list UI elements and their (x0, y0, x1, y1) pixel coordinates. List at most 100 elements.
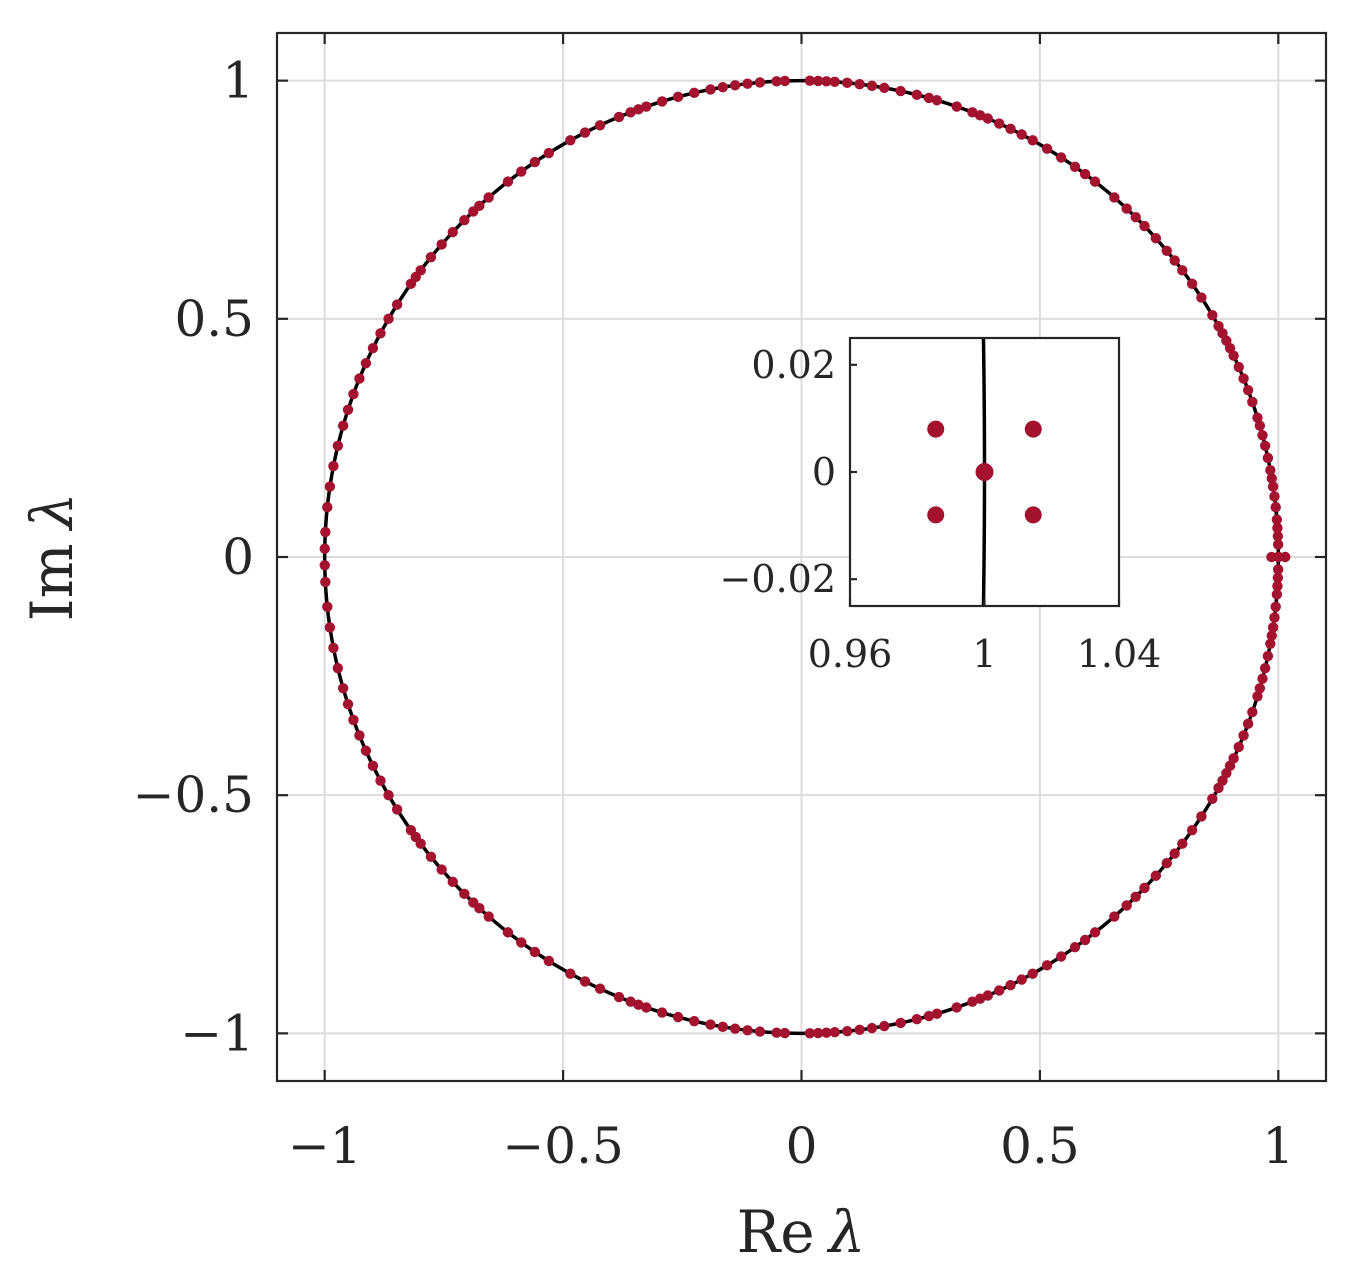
eigenvalue-point (689, 1015, 700, 1027)
eigenvalue-point (1272, 580, 1283, 592)
eigenvalue-point (594, 120, 606, 131)
eigenvalue-point (1267, 481, 1279, 492)
eigenvalue-point (579, 127, 591, 138)
eigenvalue-point (1271, 514, 1283, 525)
eigenvalue-point (1130, 891, 1141, 902)
eigenvalue-point (1252, 412, 1263, 423)
eigenvalue-point (383, 789, 394, 801)
inset-x-tick-label: 1 (972, 632, 996, 676)
eigenvalue-point (1262, 452, 1274, 464)
y-tick-label: −1 (180, 1004, 254, 1062)
eigenvalue-point (1233, 361, 1244, 373)
inset-eigenvalue-point (927, 420, 945, 438)
inset-y-tick-label: 0.02 (751, 343, 836, 387)
inset-y-tick-label: −0.02 (720, 557, 836, 601)
inset-eigenvalue-point (1024, 420, 1042, 438)
eigenvalue-point (1121, 203, 1132, 214)
eigenvalue-point (1269, 491, 1280, 502)
eigenvalue-point (1186, 825, 1198, 836)
eigenvalue-point (1089, 927, 1101, 938)
eigenvalue-point (951, 101, 962, 112)
eigenvalue-point (1270, 502, 1281, 513)
eigenvalue-point (436, 239, 447, 250)
eigenvalue-point (717, 81, 728, 93)
eigenvalue-point (342, 699, 354, 710)
eigenvalue-point (1207, 310, 1218, 321)
main-x-tick-labels: −1 −0.5 0 0.5 1 (288, 1117, 1294, 1175)
eigenvalue-point (1247, 706, 1258, 718)
inset-x-tick-labels: 0.96 1 1.04 (808, 632, 1162, 676)
eigenvalue-point (328, 642, 339, 654)
eigenvalue-point (821, 1027, 832, 1038)
eigenvalue-point (354, 373, 365, 384)
eigenvalue-point (319, 560, 330, 571)
eigenvalue-point (754, 77, 766, 88)
eigenvalue-point (543, 147, 555, 159)
eigenvalue-point (1267, 622, 1279, 633)
eigenvalue-point (771, 1027, 782, 1038)
eigenvalue-point (829, 76, 840, 88)
eigenvalue-point (425, 252, 437, 263)
eigenvalue-point (502, 927, 514, 938)
eigenvalue-point (923, 1010, 935, 1022)
eigenvalue-point (742, 78, 753, 89)
eigenvalue-point (1041, 960, 1053, 971)
eigenvalue-point (529, 156, 541, 168)
eigenvalue-point (1109, 911, 1120, 922)
eigenvalue-point (911, 89, 923, 100)
eigenvalue-point (1213, 782, 1224, 794)
eigenvalue-point (1177, 838, 1188, 849)
eigenvalue-point (672, 91, 684, 103)
main-axes: −1 −0.5 0 0.5 1 −1−0.500.51 Re λ Imλ (18, 31, 1328, 1266)
eigenvalue-point (804, 75, 816, 86)
eigenvalue-point (729, 80, 741, 91)
eigenvalue-point (447, 876, 458, 888)
eigenvalue-point (1130, 212, 1141, 223)
eigenvalue-point (1005, 979, 1016, 991)
x-axis-label-re: Re (737, 1198, 815, 1266)
y-tick-label: −0.5 (133, 766, 254, 824)
eigenvalue-point (529, 946, 541, 958)
eigenvalue-point (543, 955, 555, 967)
eigenvalue-point (360, 358, 372, 369)
eigenvalue-point (1238, 373, 1249, 384)
eigenvalue-point (1259, 440, 1271, 451)
eigenvalue-point (656, 96, 668, 107)
eigenvalue-point (1266, 630, 1277, 641)
eigenvalue-point (879, 1020, 890, 1032)
eigenvalue-point (779, 1027, 791, 1039)
eigenvalue-point (1161, 245, 1172, 256)
eigenvalue-point (1252, 691, 1263, 702)
eigenvalue-point (405, 278, 417, 289)
eigenvalue-point (337, 420, 349, 431)
eigenvalue-point (483, 192, 494, 203)
eigenvalue-point (1196, 811, 1207, 822)
eigenvalue-point (705, 1019, 716, 1030)
x-axis-label-lambda: λ (827, 1198, 866, 1266)
eigenvalue-point (1177, 265, 1188, 276)
eigenvalue-point (1254, 683, 1266, 694)
x-tick-label: 1 (1262, 1117, 1294, 1175)
eigenvalue-point (1257, 673, 1268, 684)
eigenvalue-point (717, 1021, 728, 1033)
eigenvalue-point (320, 576, 331, 588)
eigenvalue-point (633, 104, 644, 115)
eigenvalue-point (931, 95, 943, 106)
eigenvalue-point (348, 714, 359, 726)
eigenvalue-point (931, 1008, 943, 1019)
eigenvalue-point (994, 118, 1005, 129)
inset-eigenvalue-point (927, 506, 945, 524)
eigenvalue-point (854, 78, 865, 90)
eigenvalue-point (1242, 384, 1254, 396)
eigenvalue-point (804, 1028, 816, 1039)
eigenvalue-point (967, 996, 978, 1007)
eigenvalue-point (375, 328, 386, 339)
eigenvalue-point (320, 526, 331, 538)
eigenvalue-point (895, 85, 906, 97)
eigenvalue-point (705, 84, 716, 95)
eigenvalue-point (1109, 192, 1120, 203)
eigenvalue-point (516, 937, 527, 948)
eigenvalue-point (502, 176, 514, 187)
eigenvalue-point (1272, 531, 1284, 542)
main-y-tick-labels: −1 −0.5 0 0.5 1 (133, 52, 254, 1063)
